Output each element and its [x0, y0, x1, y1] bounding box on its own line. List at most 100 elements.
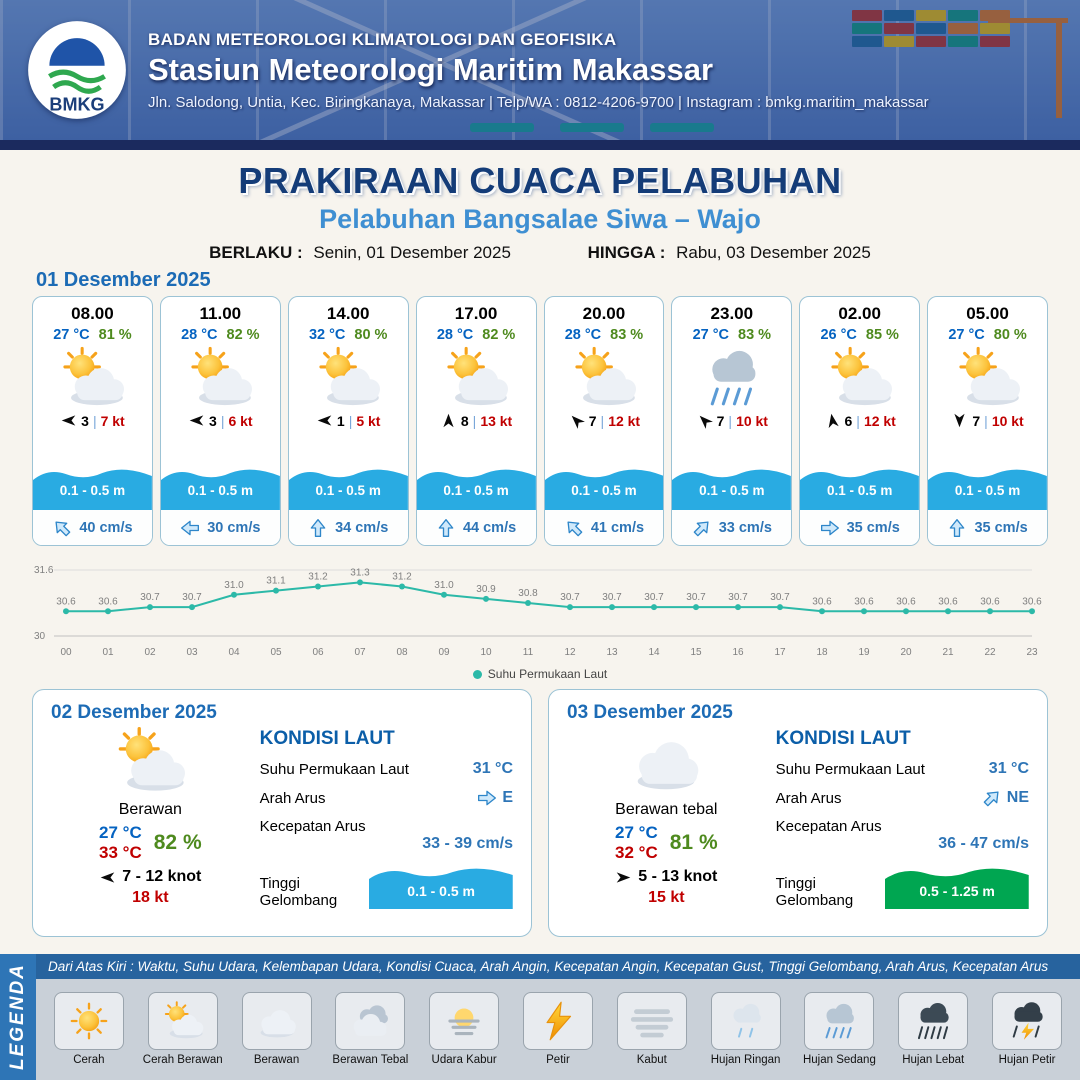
sun-cloud-icon	[177, 346, 263, 410]
wind-range: 7 - 12 knot	[122, 868, 202, 885]
wind-speed: 8	[460, 412, 469, 429]
wind-gust: 12 kt	[608, 412, 641, 429]
day3-card: 03 Desember 2025 Berawan tebal 27 °C 81 …	[548, 689, 1048, 937]
svg-text:15: 15	[690, 647, 702, 658]
wave-height-band: 0.1 - 0.5 m	[160, 464, 280, 510]
humidity: 82 %	[153, 831, 202, 854]
svg-text:31.3: 31.3	[350, 567, 370, 578]
legend-items-row: Cerah Cerah Berawan Berawan Berawan Teba…	[36, 979, 1080, 1080]
condition-label: Berawan tebal	[615, 801, 718, 818]
sst-value: 31 °C	[472, 760, 513, 777]
time-label: 05.00	[966, 304, 1009, 323]
wind-gust: 7 kt	[100, 412, 125, 429]
humidity: 81 %	[98, 327, 132, 343]
wind-row: 1 | 5 kt	[289, 412, 408, 429]
svg-text:30.6: 30.6	[938, 596, 958, 607]
current-direction-icon	[477, 788, 497, 808]
current-direction-value: NE	[1006, 789, 1029, 806]
wave-height: 0.1 - 0.5 m	[827, 483, 893, 498]
humidity: 83 %	[610, 327, 644, 343]
temp-max: 32 °C	[615, 843, 658, 862]
wind-gust: 5 kt	[356, 412, 381, 429]
current-row: 35 cm/s	[800, 510, 920, 545]
rain-medium-icon	[814, 1000, 864, 1042]
wind-direction-icon	[99, 869, 116, 886]
svg-text:30.7: 30.7	[560, 592, 580, 603]
wave-height-band: 0.1 - 0.5 m	[928, 464, 1047, 510]
svg-text:31.2: 31.2	[308, 572, 328, 583]
temperature: 28 °C	[181, 327, 218, 343]
fog-icon	[627, 1000, 677, 1042]
current-speed: 34 cm/s	[335, 519, 389, 536]
svg-text:30.9: 30.9	[476, 584, 496, 595]
wind-gust: 10 kt	[991, 412, 1024, 429]
current-direction-icon	[560, 513, 588, 541]
gust: 18 kt	[132, 889, 169, 906]
condition-label: Berawan	[118, 801, 182, 818]
legend-item: Udara Kabur	[419, 991, 509, 1066]
rain-medium-icon	[689, 346, 775, 410]
forecast-card: 20.00 28 °C 83 % 7 | 12 kt 0.1 - 0.5 m 41 c…	[543, 296, 665, 546]
humidity: 83 %	[738, 327, 772, 343]
svg-text:02: 02	[144, 647, 156, 658]
humidity: 81 %	[669, 831, 718, 854]
legend-item: Cerah Berawan	[138, 991, 228, 1066]
wave-height-band: 0.1 - 0.5 m	[544, 464, 664, 510]
day-summary-row: 02 Desember 2025 Berawan 27 °C 82 % 33 °…	[0, 681, 1080, 937]
svg-text:23: 23	[1026, 647, 1038, 658]
svg-text:30.6: 30.6	[854, 596, 874, 607]
temperature: 32 °C	[308, 327, 346, 343]
sst-line-chart: 31.6 30 30.6 00 30.6 01 30.7 02 30.7 03 31.0 04 31.1…	[32, 552, 1048, 667]
container-stack-illustration	[852, 10, 1010, 47]
svg-text:30.7: 30.7	[686, 592, 706, 603]
svg-text:12: 12	[564, 647, 576, 658]
humidity: 80 %	[993, 327, 1027, 343]
sun-icon	[64, 1000, 114, 1042]
haze-icon	[439, 1000, 489, 1042]
svg-text:30.7: 30.7	[182, 592, 202, 603]
current-direction-icon	[820, 518, 840, 538]
current-direction-label: Arah Arus	[775, 789, 842, 807]
svg-text:30.7: 30.7	[602, 592, 622, 603]
current-speed: 44 cm/s	[462, 519, 517, 536]
current-speed-label: Kecepatan Arus	[259, 818, 366, 835]
svg-text:30.7: 30.7	[728, 592, 748, 603]
wave-height-label: Tinggi Gelombang	[259, 875, 338, 909]
day2-card: 02 Desember 2025 Berawan 27 °C 82 % 33 °…	[32, 689, 532, 937]
cloud-thick-icon	[345, 1000, 395, 1042]
sst-label: Suhu Permukaan Laut	[775, 760, 925, 778]
legend-item: Hujan Lebat	[888, 991, 978, 1066]
temperature: 27 °C	[948, 327, 985, 343]
header: BMKG BADAN METEOROLOGI KLIMATOLOGI DAN G…	[0, 0, 1080, 150]
svg-text:30.8: 30.8	[518, 588, 538, 599]
wave-height-band: 0.1 - 0.5 m	[288, 464, 408, 510]
current-direction-icon	[48, 513, 76, 541]
sea-condition-heading: KONDISI LAUT	[259, 728, 395, 749]
validity-line: BERLAKU : Senin, 01 Desember 2025 HINGGA…	[0, 243, 1080, 263]
wave-height: 0.1 - 0.5 m	[954, 483, 1021, 498]
wave-height-band: 0.1 - 0.5 m	[416, 464, 536, 510]
valid-to-value: Rabu, 03 Desember 2025	[676, 243, 871, 262]
wave-height: 0.1 - 0.5 m	[59, 483, 126, 498]
sun-cloud-icon	[433, 346, 519, 410]
title-block: PRAKIRAAN CUACA PELABUHAN Pelabuhan Bang…	[0, 150, 1080, 263]
svg-text:03: 03	[186, 647, 198, 658]
legend-item: Berawan	[232, 991, 322, 1066]
svg-text:30.6: 30.6	[56, 596, 76, 607]
wave-height: 0.1 - 0.5 m	[699, 483, 765, 498]
crane-icon	[1056, 18, 1062, 118]
rain-heavy-icon	[908, 1000, 958, 1042]
temp-max: 33 °C	[99, 843, 142, 862]
current-speed: 30 cm/s	[207, 519, 261, 536]
wave-height-value: 0.1 - 0.5 m	[407, 883, 475, 899]
sun-cloud-icon	[98, 726, 202, 796]
wind-direction-icon	[440, 412, 457, 429]
svg-text:00: 00	[60, 647, 72, 658]
legend-item: Cerah	[44, 991, 134, 1066]
svg-text:08: 08	[396, 647, 408, 658]
svg-text:30.6: 30.6	[896, 596, 916, 607]
legend-item: Kabut	[607, 991, 697, 1066]
wind-gust: 6 kt	[228, 412, 253, 429]
forecast-card: 14.00 32 °C 80 % 1 | 5 kt 0.1 - 0.5 m 34 cm…	[287, 296, 409, 546]
wind-range: 5 - 13 knot	[638, 868, 718, 885]
